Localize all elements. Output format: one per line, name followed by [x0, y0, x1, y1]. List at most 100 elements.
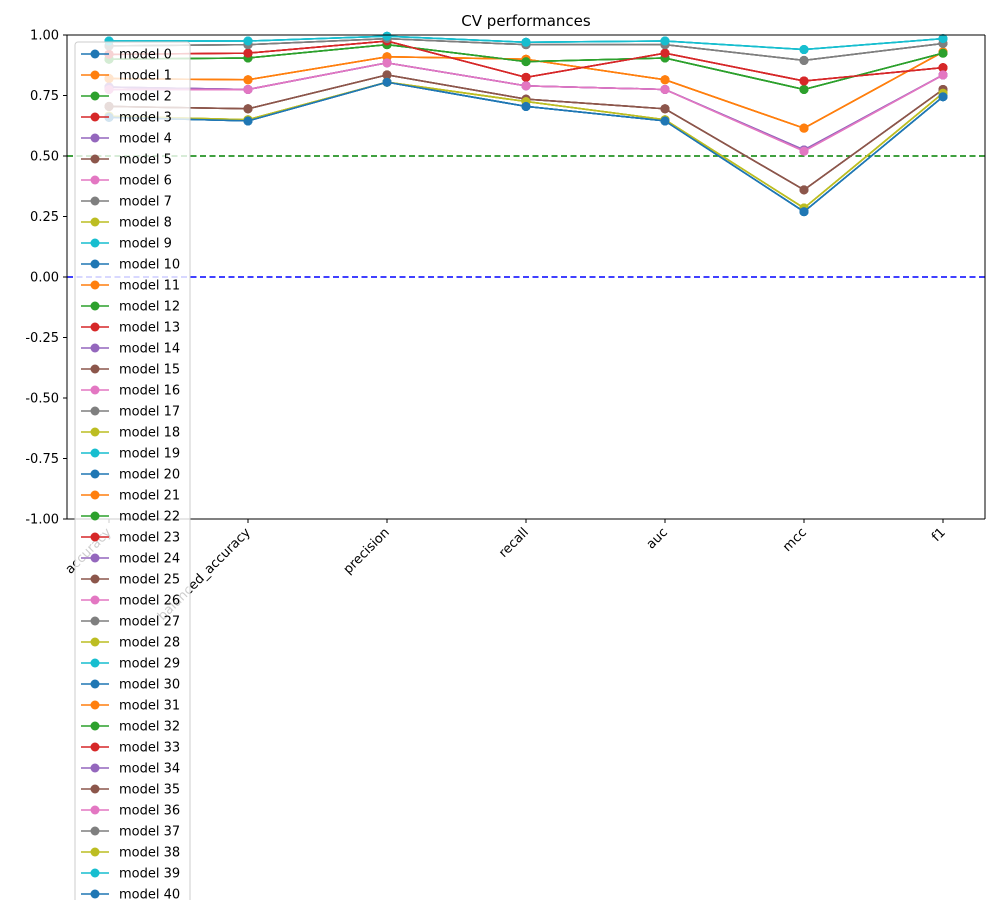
legend-label: model 22 [119, 510, 180, 525]
legend-marker [90, 196, 100, 206]
legend-entry: model 2 [81, 90, 172, 105]
data-point [799, 185, 809, 195]
legend-marker [90, 238, 100, 248]
legend-marker [90, 49, 100, 59]
legend-marker [90, 721, 100, 731]
legend-label: model 35 [119, 783, 180, 798]
legend-entry: model 10 [81, 258, 180, 273]
legend-entry: model 28 [81, 636, 180, 651]
data-point [243, 75, 253, 85]
legend-label: model 26 [119, 594, 180, 609]
legend-entry: model 12 [81, 300, 180, 315]
legend-label: model 32 [119, 720, 180, 735]
legend-label: model 38 [119, 846, 180, 861]
legend-label: model 8 [119, 216, 172, 231]
legend-marker [90, 805, 100, 815]
data-point [521, 37, 531, 47]
legend-entry: model 24 [81, 552, 180, 567]
data-point [243, 116, 253, 126]
legend-entry: model 27 [81, 615, 180, 630]
legend-label: model 33 [119, 741, 180, 756]
legend-label: model 15 [119, 363, 180, 378]
data-point [382, 31, 392, 41]
legend-marker [90, 595, 100, 605]
y-tick-label: -0.50 [25, 392, 59, 407]
legend-marker [90, 364, 100, 374]
legend-entry: model 21 [81, 489, 180, 504]
legend-marker [90, 511, 100, 521]
legend-entry: model 32 [81, 720, 180, 735]
plot-area: -1.00 -0.75 -0.50 -0.25 0.00 0.25 0.50 0.75 1.00… [25, 29, 986, 624]
legend-entry: model 19 [81, 447, 180, 462]
data-point [382, 77, 392, 87]
legend-entry: model 1 [81, 69, 172, 84]
legend-marker [90, 889, 100, 899]
legend-entry: model 15 [81, 363, 180, 378]
legend-label: model 18 [119, 426, 180, 441]
legend-marker [90, 847, 100, 857]
legend-label: model 17 [119, 405, 180, 420]
legend-entry: model 30 [81, 678, 180, 693]
legend-entry: model 37 [81, 825, 180, 840]
legend-label: model 24 [119, 552, 180, 567]
legend-entry: model 9 [81, 237, 172, 252]
legend-entry: model 8 [81, 216, 172, 231]
legend-entry: model 35 [81, 783, 180, 798]
series-line [108, 74, 944, 191]
data-point [799, 146, 809, 156]
legend-marker [90, 406, 100, 416]
legend-label: model 39 [119, 867, 180, 882]
legend-label: model 37 [119, 825, 180, 840]
legend-marker [90, 301, 100, 311]
y-tick-label: 0.25 [30, 210, 59, 225]
data-point [243, 48, 253, 58]
legend-entry: model 14 [81, 342, 180, 357]
legend-marker [90, 217, 100, 227]
series-line [108, 74, 944, 191]
series-model-39 [104, 31, 948, 55]
legend-marker [90, 259, 100, 269]
legend-label: model 31 [119, 699, 180, 714]
legend-entry: model 5 [81, 153, 172, 168]
x-tick-label: mcc [780, 525, 810, 555]
legend-label: model 4 [119, 132, 172, 147]
legend-marker [90, 658, 100, 668]
legend-marker [90, 322, 100, 332]
legend-label: model 25 [119, 573, 180, 588]
chart-title: CV performances [461, 12, 591, 30]
series-model-40 [104, 77, 948, 217]
y-tick-label: -0.25 [25, 331, 59, 346]
data-point [938, 34, 948, 44]
legend-marker [90, 784, 100, 794]
x-tick-label: recall [496, 525, 532, 561]
legend-entry: model 36 [81, 804, 180, 819]
legend-entry: model 29 [81, 657, 180, 672]
legend-marker [90, 91, 100, 101]
data-point [243, 104, 253, 114]
legend-label: model 34 [119, 762, 180, 777]
legend-label: model 6 [119, 174, 172, 189]
legend-label: model 20 [119, 468, 180, 483]
data-point [938, 63, 948, 73]
data-point [521, 72, 531, 82]
legend-entry: model 31 [81, 699, 180, 714]
legend-label: model 9 [119, 237, 172, 252]
legend-label: model 5 [119, 153, 172, 168]
legend-marker [90, 70, 100, 80]
data-point [382, 70, 392, 80]
legend-entry: model 0 [81, 48, 172, 63]
legend-marker [90, 280, 100, 290]
data-point [799, 207, 809, 217]
series-line [108, 74, 944, 191]
legend-marker [90, 616, 100, 626]
legend-entry: model 26 [81, 594, 180, 609]
legend-label: model 36 [119, 804, 180, 819]
legend-marker [90, 742, 100, 752]
data-point [660, 48, 670, 58]
y-tick-label: -1.00 [25, 513, 59, 528]
legend-entry: model 34 [81, 762, 180, 777]
legend-entry: model 7 [81, 195, 172, 210]
data-point [382, 58, 392, 68]
legend-label: model 1 [119, 69, 172, 84]
